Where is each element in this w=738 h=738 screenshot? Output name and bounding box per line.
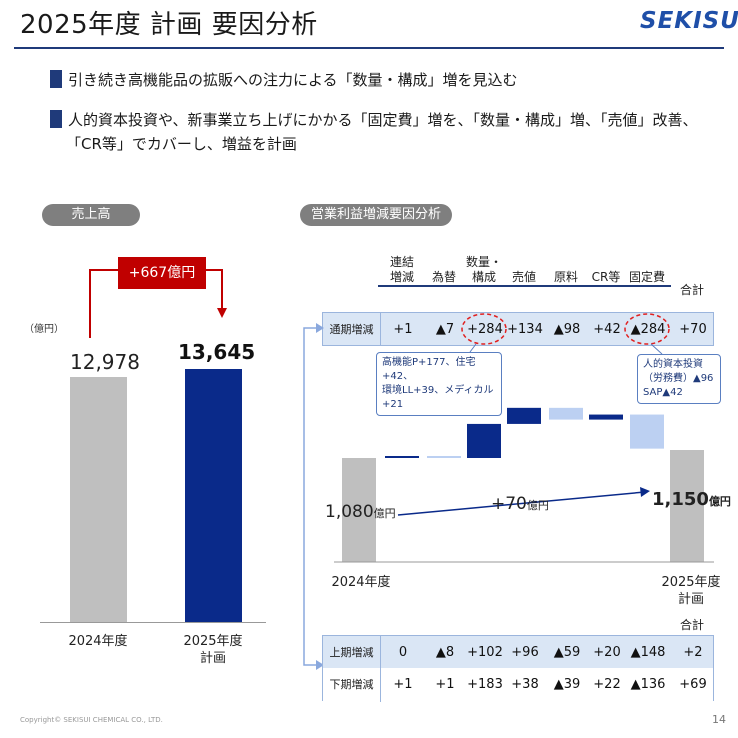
callout-fixed-line1: 人的資本投資 — [643, 359, 703, 370]
column-header-line2: 合計 — [679, 283, 704, 297]
table-cell: +20 — [593, 645, 621, 660]
column-header: 売値 — [500, 255, 548, 287]
waterfall-end-label: 2025年度 — [661, 575, 721, 590]
table-cell: +69 — [679, 677, 707, 692]
table-cell: ▲8 — [435, 645, 455, 660]
table-cell: ▲284 — [630, 322, 666, 337]
table-cell: +183 — [467, 677, 503, 692]
bullet-text-2: 人的資本投資や、新事業立ち上げにかかる「固定費」増を、「数量・構成」増、「売値」… — [68, 111, 698, 129]
column-header-line2: CR等 — [582, 270, 630, 287]
table-cell: ▲59 — [553, 645, 581, 660]
second-half-row: 下期増減 +1 +1 +183 +38 ▲39 +22 ▲136 +69 — [323, 668, 713, 702]
column-header: 為替 — [420, 255, 468, 287]
copyright: Copyright© SEKISUI CHEMICAL CO., LTD. — [20, 716, 163, 724]
column-header: 連結 増減 — [378, 255, 426, 287]
callout-volume: 高機能P+177、住宅+42、 環境LL+39、メディカル+21 — [376, 352, 502, 416]
sales-value-2025: 13,645 — [178, 340, 256, 364]
bullet-text-3: 「CR等」でカバーし、増益を計画 — [66, 135, 297, 153]
waterfall-start-bar — [342, 458, 376, 562]
waterfall-step-bar — [630, 414, 664, 449]
sales-bar-2025 — [185, 369, 242, 622]
bullet-marker — [50, 110, 62, 128]
full-year-label: 通期増減 — [323, 313, 381, 345]
waterfall-step-bar — [467, 423, 501, 458]
column-header-line1: 連結 — [389, 255, 414, 269]
company-logo: SEKISUI — [640, 8, 738, 34]
callout-volume-line1: 高機能P+177、住宅+42、 — [382, 357, 476, 382]
callout-fixed-cost: 人的資本投資 （労務費）▲96 SAP▲42 — [637, 354, 721, 404]
column-header-line2: 固定費 — [623, 270, 671, 287]
table-cell: ▲148 — [630, 645, 666, 660]
table-cell: +1 — [393, 322, 413, 337]
bullet-text-1: 引き続き高機能品の拡販への注力による「数量・構成」増を見込む — [68, 71, 518, 89]
table-cell: +102 — [467, 645, 503, 660]
sales-unit: （億円） — [24, 324, 64, 335]
profit-pill: 営業利益増減要因分析 — [300, 204, 452, 226]
column-header-line2: 増減 — [378, 270, 426, 287]
column-header: 合計 — [668, 283, 716, 298]
waterfall-end-label-sub: 計画 — [677, 592, 704, 607]
sales-pill: 売上高 — [42, 204, 140, 226]
waterfall-mid-value: +70億円 — [491, 494, 549, 514]
first-half-label: 上期増減 — [323, 636, 381, 669]
sales-delta-box: +667億円 — [118, 257, 206, 289]
column-header-line1: 数量・ — [465, 255, 502, 269]
waterfall-step-bar — [385, 456, 419, 458]
waterfall-arrowhead — [640, 487, 650, 497]
callout-volume-line2: 環境LL+39、メディカル+21 — [382, 385, 494, 410]
waterfall-start-label: 2024年度 — [331, 575, 391, 590]
callout-fixed-line2: （労務費）▲96 — [643, 373, 714, 384]
table-cell: +284 — [467, 322, 503, 337]
column-header-line2: 原料 — [542, 270, 590, 287]
table-cell: +1 — [435, 677, 455, 692]
table-cell: +96 — [511, 645, 539, 660]
table-cell: +42 — [593, 322, 621, 337]
sales-label-2025: 2025年度 — [183, 634, 243, 649]
table-cell: +70 — [679, 322, 707, 337]
first-half-row: 上期増減 0 ▲8 +102 +96 ▲59 +20 ▲148 +2 — [323, 636, 713, 670]
sales-axis — [40, 622, 266, 623]
page-number: 14 — [712, 713, 726, 726]
waterfall-step-bar — [427, 456, 461, 458]
table-cell: ▲7 — [435, 322, 455, 337]
waterfall-start-value: 1,080億円 — [325, 502, 396, 522]
full-year-row: 通期増減 +1 ▲7 +284 +134 ▲98 +42 ▲284 +70 — [322, 312, 714, 346]
bullet-marker — [50, 70, 62, 88]
column-header-line2: 為替 — [420, 270, 468, 287]
waterfall-step-bar — [589, 414, 623, 420]
callout-fixed-line3: SAP▲42 — [643, 387, 683, 398]
table-cell: ▲98 — [553, 322, 581, 337]
table-cell: 0 — [398, 645, 408, 660]
column-header: CR等 — [582, 255, 630, 287]
column-header: 数量・ 構成 — [460, 255, 508, 287]
sales-label-2024: 2024年度 — [68, 634, 128, 649]
column-header: 固定費 — [623, 255, 671, 287]
title-divider — [14, 47, 724, 49]
waterfall-step-bar — [549, 407, 583, 420]
half-table: 上期増減 0 ▲8 +102 +96 ▲59 +20 ▲148 +2 下期増減 +1 +1 +18… — [322, 635, 714, 702]
second-half-label: 下期増減 — [323, 668, 381, 702]
table-cell: +2 — [683, 645, 703, 660]
table-cell: +22 — [593, 677, 621, 692]
waterfall-end-bar — [670, 450, 704, 562]
table-cell: ▲39 — [553, 677, 581, 692]
column-header-line2: 構成 — [460, 270, 508, 287]
page-title: 2025年度 計画 要因分析 — [20, 10, 318, 40]
waterfall-end-value: 1,150億円 — [652, 489, 731, 510]
table-cell: ▲136 — [630, 677, 666, 692]
column-header: 原料 — [542, 255, 590, 287]
table-cell: +1 — [393, 677, 413, 692]
half-total-header: 合計 — [679, 618, 704, 632]
table-cell: +38 — [511, 677, 539, 692]
waterfall-step-bar — [507, 407, 541, 424]
table-cell: +134 — [507, 322, 543, 337]
column-header-line2: 売値 — [500, 270, 548, 287]
sales-bar-2024 — [70, 377, 127, 622]
sales-label-2025-sub: 計画 — [199, 651, 226, 666]
waterfall-arrow — [397, 491, 646, 516]
